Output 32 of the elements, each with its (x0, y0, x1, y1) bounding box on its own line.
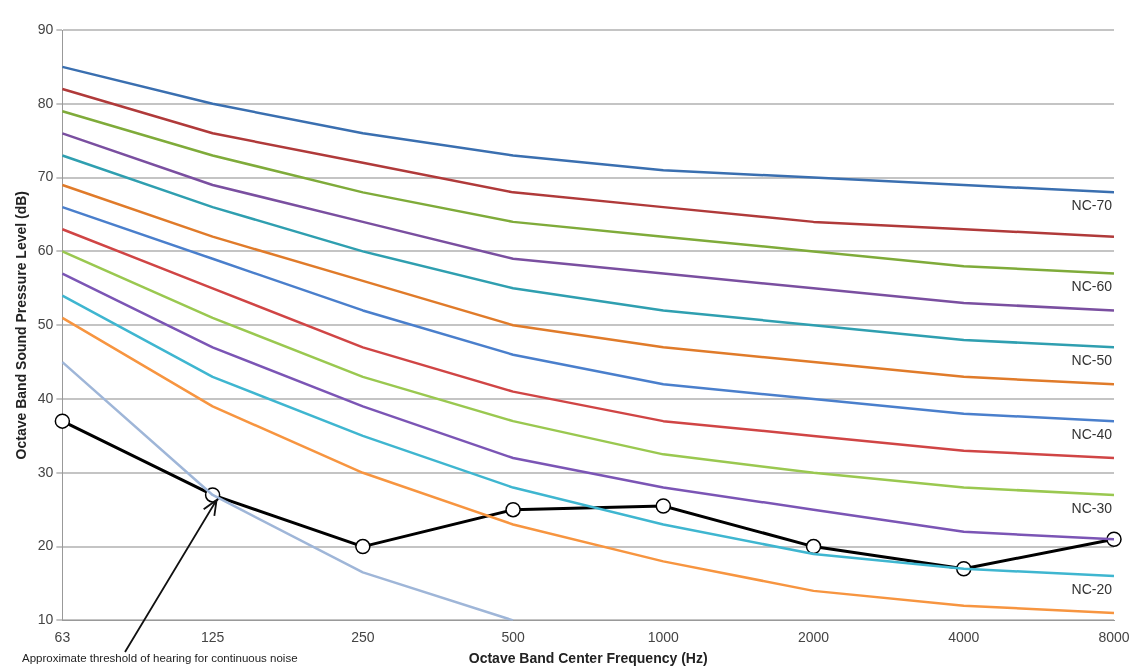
series-label: NC-70 (1071, 197, 1113, 214)
series-label: NC-60 (1071, 278, 1113, 295)
point (805, 538, 822, 555)
point (54, 413, 71, 429)
x-tick-label: 125 (200, 628, 225, 645)
y-tick-label: 90 (37, 20, 54, 37)
y-axis-title: Octave Band Sound Pressure Level (dB) (13, 191, 30, 460)
x-tick-label: 63 (54, 628, 71, 645)
x-tick-label: 500 (501, 628, 525, 645)
y-tick-label: 60 (37, 242, 54, 259)
y-tick-label: 70 (37, 168, 54, 185)
y-tick-label: 20 (37, 537, 54, 554)
series-label: NC-20 (1071, 580, 1113, 597)
y-tick-label: 50 (37, 316, 54, 333)
y-tick-label: 30 (37, 463, 54, 480)
x-tick-label: 2000 (797, 628, 830, 645)
x-tick-label: 8000 (1098, 628, 1130, 645)
annotation: Approximate threshold of hearing for continuous noise (22, 652, 298, 664)
point (355, 538, 371, 555)
x-tick-label: 250 (351, 628, 375, 645)
y-tick-label: 10 (37, 611, 54, 628)
series-label: NC-50 (1071, 352, 1113, 369)
x-tick-label: 4000 (948, 628, 980, 645)
y-tick-label: 40 (37, 389, 54, 406)
point (505, 501, 521, 518)
x-tick-label: 1000 (647, 628, 680, 645)
y-tick-label: 80 (37, 94, 54, 111)
x-axis-title: Octave Band Center Frequency (Hz) (468, 650, 708, 667)
series-label: NC-40 (1071, 426, 1113, 442)
series-label: NC-30 (1071, 499, 1113, 516)
point (655, 498, 672, 514)
point (1106, 531, 1122, 547)
